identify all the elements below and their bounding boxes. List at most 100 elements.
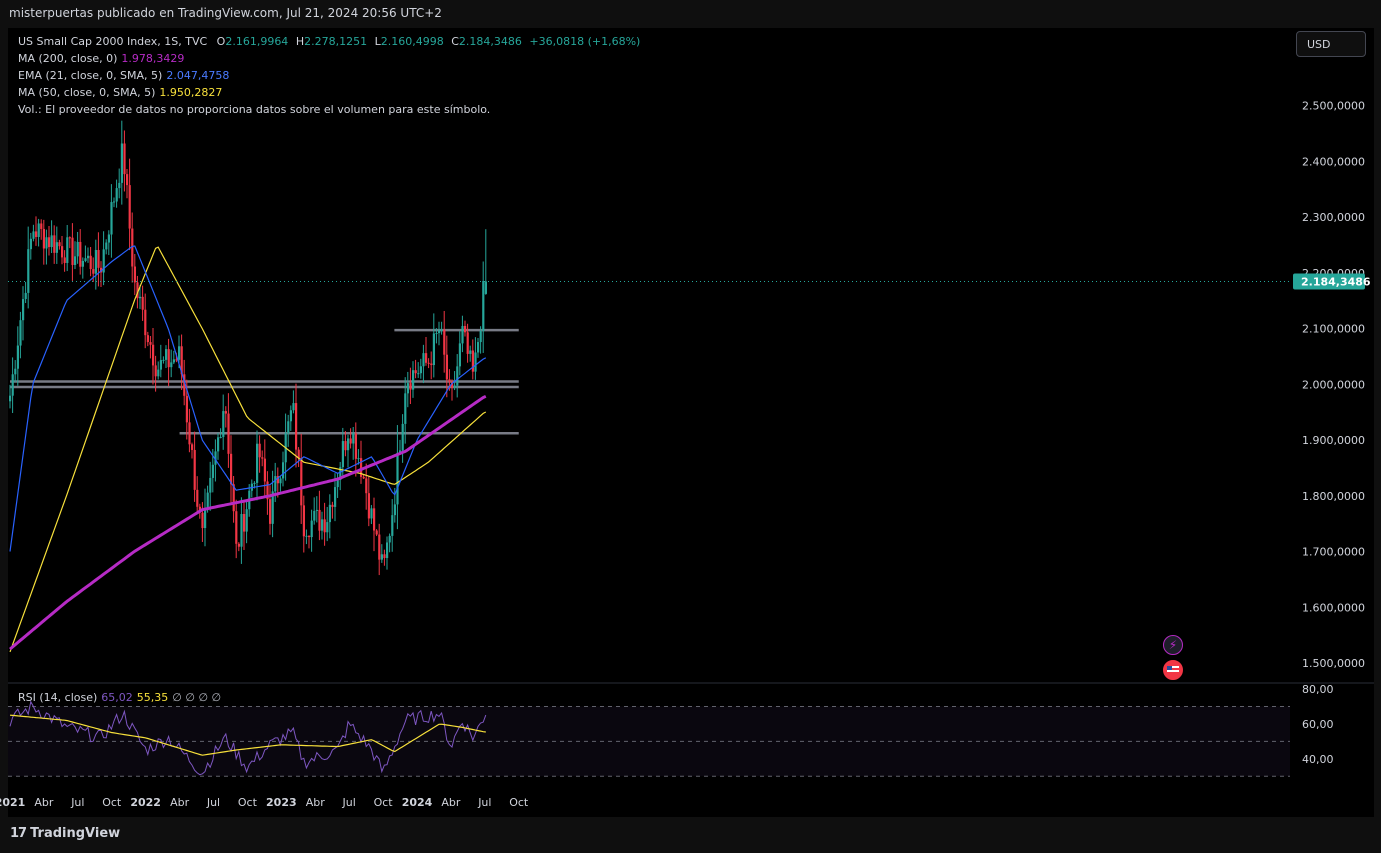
flag-canton <box>1167 666 1172 670</box>
ma200-value: 1.978,3429 <box>121 52 185 65</box>
candle-body <box>445 354 448 380</box>
candle-body <box>461 325 464 344</box>
candle-body <box>287 421 290 434</box>
candle-body <box>40 223 43 229</box>
legend-rsi[interactable]: RSI (14, close) 65,02 55,35 ∅ ∅ ∅ ∅ <box>18 691 221 704</box>
rsi-axis-label: 60,00 <box>1302 718 1334 731</box>
candle-body <box>406 383 409 394</box>
legend-ma50[interactable]: MA (50, close, 0, SMA, 5) 1.950,2827 <box>18 86 222 99</box>
ema21-label: EMA (21, close, 0, SMA, 5) <box>18 69 163 82</box>
candle-body <box>180 346 183 375</box>
last-price-badge <box>1293 273 1365 290</box>
candle-body <box>378 534 381 560</box>
candle-body <box>315 509 318 511</box>
footer-brand[interactable]: TradingView <box>30 826 121 841</box>
price-pane <box>8 28 1290 683</box>
ema21-line <box>9 245 487 552</box>
candle-body <box>321 519 324 531</box>
candle-body <box>178 346 181 360</box>
candle-body <box>365 478 368 494</box>
candle-body <box>243 514 246 532</box>
candle-body <box>188 422 191 445</box>
candle-body <box>110 202 113 235</box>
candle-body <box>261 457 264 459</box>
candle-body <box>170 362 173 368</box>
legend-volume-note: Vol.: El proveedor de datos no proporcio… <box>18 103 490 116</box>
candle-body <box>232 484 235 512</box>
candle-body <box>162 359 165 361</box>
candle-body <box>183 374 186 396</box>
price-tick-label: 2.000,0000 <box>1302 378 1365 391</box>
time-axis-label: Oct <box>509 796 529 809</box>
alert-icon[interactable]: ⚡ <box>1163 635 1183 655</box>
candle-body <box>45 237 48 249</box>
rsi-ma-value: 55,35 <box>136 691 169 704</box>
candle-body <box>139 296 142 299</box>
price-tick-label: 2.500,0000 <box>1302 100 1365 113</box>
candle-body <box>27 249 30 293</box>
candle-body <box>310 520 313 538</box>
candle-body <box>266 481 269 500</box>
time-axis-label: Oct <box>374 796 394 809</box>
candle-body <box>227 413 230 454</box>
candle-body <box>414 370 417 374</box>
candle-body <box>240 514 243 547</box>
candle-body <box>196 489 199 507</box>
tradingview-logo-icon[interactable]: 17 <box>10 826 27 841</box>
candle-body <box>289 410 292 422</box>
symbol-name[interactable]: US Small Cap 2000 Index, 1S, TVC <box>18 35 208 48</box>
candle-body <box>11 374 14 396</box>
candle-body <box>318 509 321 531</box>
candle-body <box>370 508 373 519</box>
candle-body <box>386 542 389 559</box>
candle-body <box>16 345 19 369</box>
candle-body <box>282 462 285 479</box>
candle-body <box>482 281 485 331</box>
candle-body <box>84 258 87 261</box>
candle-body <box>367 493 370 519</box>
candle-body <box>209 477 212 493</box>
candle-body <box>167 349 170 368</box>
close-value: 2.184,3486 <box>458 35 522 48</box>
rsi-ma-line <box>9 714 486 756</box>
time-axis-label: Jul <box>477 796 491 809</box>
price-tick-label: 2.300,0000 <box>1302 211 1365 224</box>
flag-stripes <box>1167 666 1179 674</box>
candle-body <box>349 438 352 444</box>
candle-body <box>71 237 74 265</box>
candle-body <box>393 504 396 516</box>
candle-body <box>76 241 79 257</box>
candle-body <box>22 299 25 321</box>
candle-body <box>308 535 311 538</box>
candle-body <box>157 369 160 377</box>
candle-body <box>219 436 222 438</box>
candle-body <box>97 249 100 268</box>
candle-body <box>477 342 480 353</box>
candle-body <box>144 309 147 336</box>
candle-body <box>230 453 233 485</box>
candle-body <box>432 333 435 366</box>
candle-body <box>269 499 272 524</box>
candle-body <box>193 449 196 490</box>
rsi-pane <box>8 688 1290 787</box>
candle-body <box>440 329 443 331</box>
currency-button[interactable]: USD <box>1296 31 1366 57</box>
candle-body <box>341 441 344 468</box>
candle-body <box>427 362 430 364</box>
candle-body <box>24 292 27 300</box>
candle-body <box>484 281 487 294</box>
candle-body <box>29 238 32 250</box>
legend-ma200[interactable]: MA (200, close, 0) 1.978,3429 <box>18 52 184 65</box>
legend-ema21[interactable]: EMA (21, close, 0, SMA, 5) 2.047,4758 <box>18 69 229 82</box>
candle-body <box>417 373 420 375</box>
candle-body <box>222 411 225 437</box>
candle-body <box>383 554 386 559</box>
candle-body <box>159 360 162 370</box>
high-value: 2.278,1251 <box>304 35 368 48</box>
candle-body <box>92 269 95 274</box>
legend-main: US Small Cap 2000 Index, 1S, TVC O2.161,… <box>18 35 640 48</box>
candle-body <box>61 246 64 258</box>
candle-body <box>438 330 441 334</box>
us-flag-icon[interactable] <box>1163 660 1183 680</box>
